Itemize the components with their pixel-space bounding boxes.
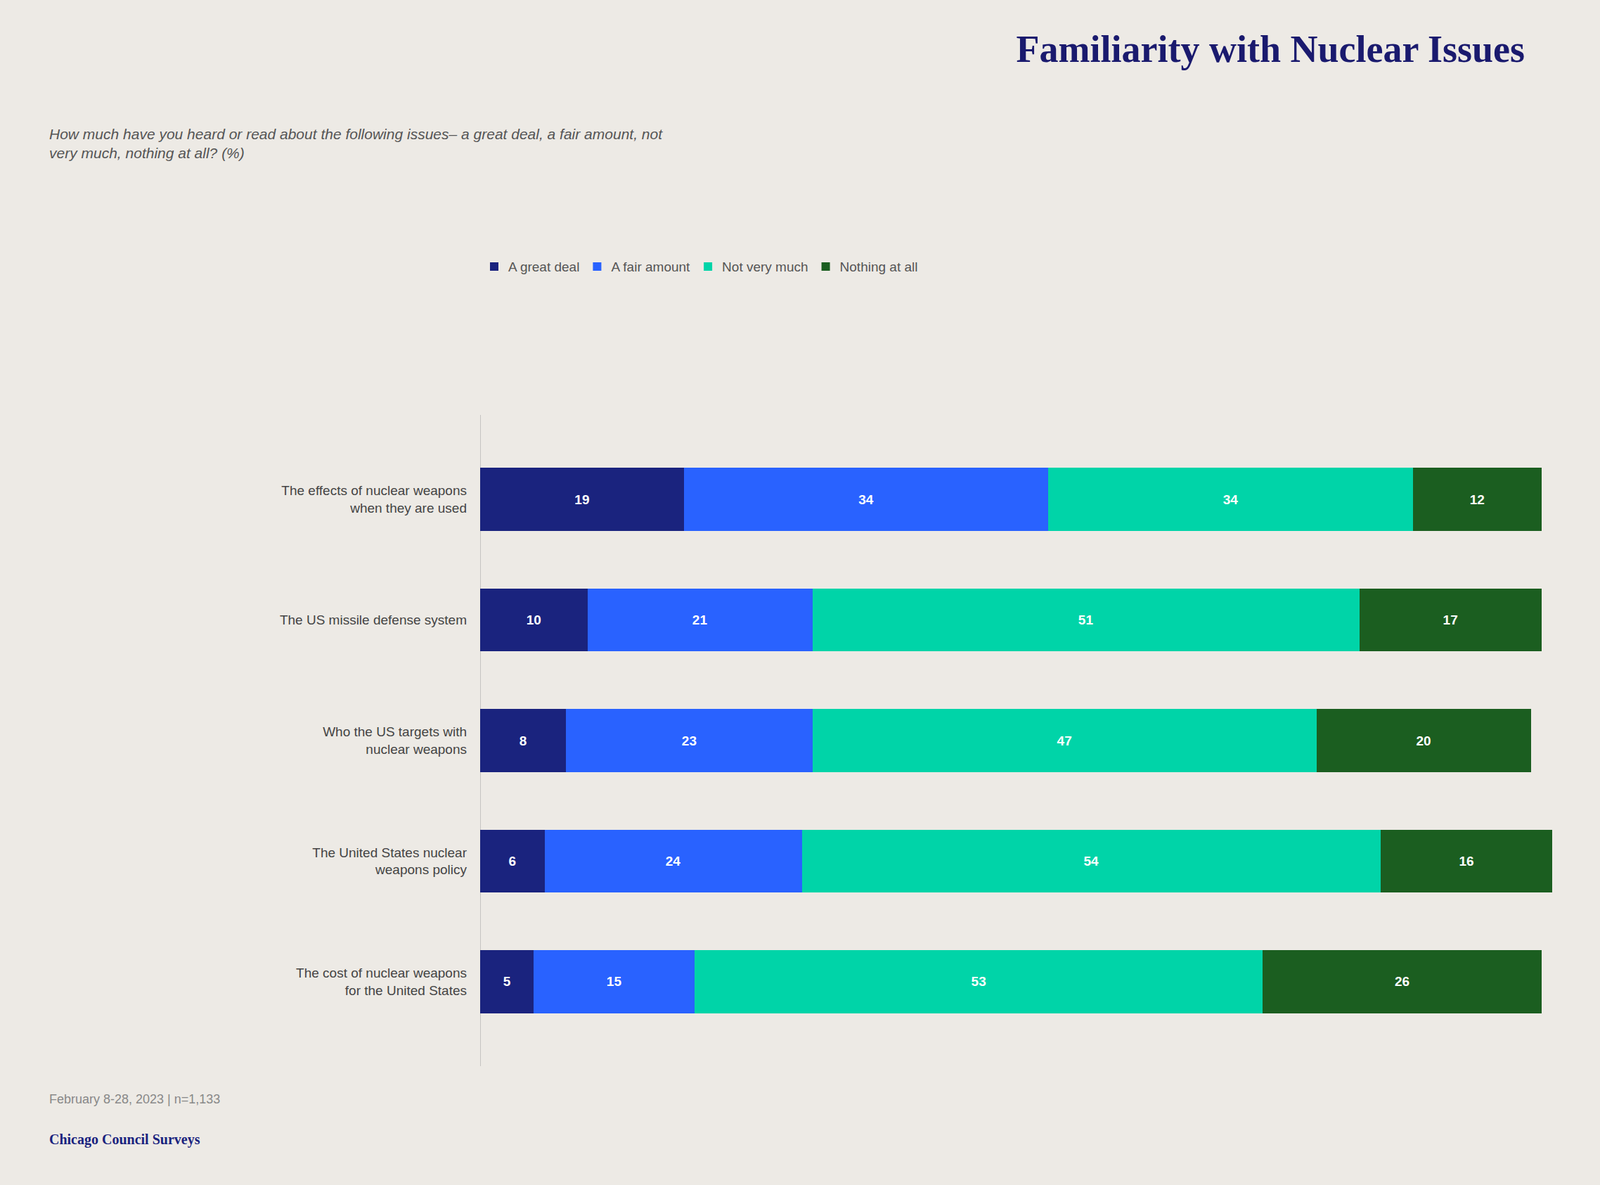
svg-text:34: 34 <box>858 492 874 507</box>
svg-text:15: 15 <box>606 973 623 989</box>
svg-text:51: 51 <box>1078 612 1094 628</box>
svg-text:10: 10 <box>526 612 542 628</box>
svg-text:A fair amount: A fair amount <box>610 259 691 275</box>
svg-text:21: 21 <box>692 612 708 628</box>
svg-text:54: 54 <box>1083 853 1099 869</box>
svg-text:The US missile defense system: The US missile defense system <box>279 612 467 628</box>
svg-text:The effects of nuclear weapons: The effects of nuclear weaponswhen they … <box>281 482 467 516</box>
svg-text:Nothing at all: Nothing at all <box>840 259 919 275</box>
svg-text:A great deal: A great deal <box>508 259 580 275</box>
svg-text:47: 47 <box>1057 733 1073 748</box>
svg-text:23: 23 <box>681 733 697 748</box>
svg-text:16: 16 <box>1458 853 1474 869</box>
svg-text:24: 24 <box>665 853 682 869</box>
svg-text:6: 6 <box>508 853 516 869</box>
svg-text:12: 12 <box>1469 492 1485 507</box>
svg-text:19: 19 <box>574 492 590 507</box>
svg-text:53: 53 <box>971 973 987 989</box>
svg-text:34: 34 <box>1223 492 1239 507</box>
svg-text:Familiarity with Nuclear Issue: Familiarity with Nuclear Issues <box>1016 28 1525 71</box>
svg-text:The United States nuclearweapo: The United States nuclearweapons policy <box>312 844 467 878</box>
svg-text:How much have you heard or rea: How much have you heard or read about th… <box>49 125 663 161</box>
svg-text:8: 8 <box>519 733 528 748</box>
svg-text:20: 20 <box>1415 733 1431 748</box>
svg-text:26: 26 <box>1394 973 1410 989</box>
svg-text:5: 5 <box>503 973 512 989</box>
svg-text:17: 17 <box>1443 612 1458 628</box>
svg-text:Who the US targets withnuclear: Who the US targets withnuclear weapons <box>322 724 467 757</box>
svg-text:Chicago Council Surveys: Chicago Council Surveys <box>49 1131 201 1148</box>
svg-text:Not very much: Not very much <box>721 259 808 275</box>
svg-text:The cost of nuclear weaponsfor: The cost of nuclear weaponsfor the Unite… <box>295 965 467 998</box>
svg-text:February 8-28, 2023 | n=1,133: February 8-28, 2023 | n=1,133 <box>49 1091 221 1106</box>
